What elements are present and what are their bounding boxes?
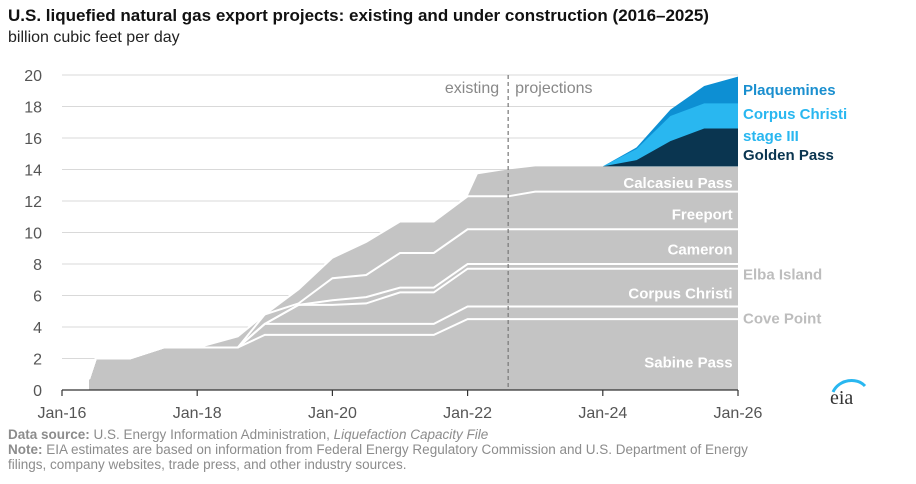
area-existing-projects [89, 166, 738, 390]
label-cove-point: Cove Point [743, 311, 821, 328]
note-label: Note: [8, 442, 43, 457]
x-tick-label-jan-22: Jan-22 [443, 405, 492, 422]
label-freeport: Freeport [672, 207, 733, 224]
label-cameron: Cameron [668, 241, 733, 258]
label-corpus-christi: Corpus Christi [743, 106, 847, 123]
y-tick-label-6: 6 [33, 289, 42, 306]
separator-freeport [88, 190, 738, 380]
note-text-2: filings, company websites, trade press, … [8, 457, 407, 472]
eia-logo: eia [830, 379, 867, 408]
y-tick-label-4: 4 [33, 320, 42, 337]
y-tick-label-16: 16 [24, 131, 42, 148]
label-sabine-pass: Sabine Pass [644, 355, 732, 372]
data-source-line: Data source: U.S. Energy Information Adm… [8, 427, 488, 442]
label-elba-island: Elba Island [743, 266, 822, 283]
note-line: Note: EIA estimates are based on informa… [8, 442, 748, 457]
existing-label: existing [445, 80, 499, 97]
y-tick-label-10: 10 [24, 226, 42, 243]
x-tick-label-jan-24: Jan-24 [578, 405, 627, 422]
eia-logo-arc [831, 379, 867, 393]
projections-label: projections [515, 80, 592, 97]
data-source-text: U.S. Energy Information Administration, [89, 427, 334, 442]
x-tick-label-jan-16: Jan-16 [38, 405, 87, 422]
label-stage-iii: stage III [743, 128, 799, 145]
y-tick-label-20: 20 [24, 68, 42, 85]
label-corpus-christi: Corpus Christi [628, 285, 732, 302]
chart-title: U.S. liquefied natural gas export projec… [8, 6, 709, 25]
y-tick-label-8: 8 [33, 257, 42, 274]
x-tick-label-jan-20: Jan-20 [308, 405, 357, 422]
note-text: EIA estimates are based on information f… [42, 442, 748, 457]
label-plaquemines: Plaquemines [743, 82, 836, 99]
chart-subtitle: billion cubic feet per day [8, 29, 180, 46]
y-tick-label-12: 12 [24, 194, 42, 211]
y-tick-label-0: 0 [33, 383, 42, 400]
y-tick-label-14: 14 [24, 163, 42, 180]
x-tick-label-jan-18: Jan-18 [173, 405, 222, 422]
x-tick-label-jan-26: Jan-26 [714, 405, 763, 422]
area-golden-pass [602, 128, 738, 167]
y-tick-label-18: 18 [24, 100, 42, 117]
note-line-2: filings, company websites, trade press, … [8, 457, 406, 472]
label-calcasieu-pass: Calcasieu Pass [623, 175, 732, 192]
data-source-label: Data source: [8, 427, 90, 442]
label-golden-pass: Golden Pass [743, 147, 834, 164]
y-tick-label-2: 2 [33, 352, 42, 369]
eia-logo-text: eia [830, 387, 853, 408]
data-source-file: Liquefaction Capacity File [333, 427, 489, 442]
